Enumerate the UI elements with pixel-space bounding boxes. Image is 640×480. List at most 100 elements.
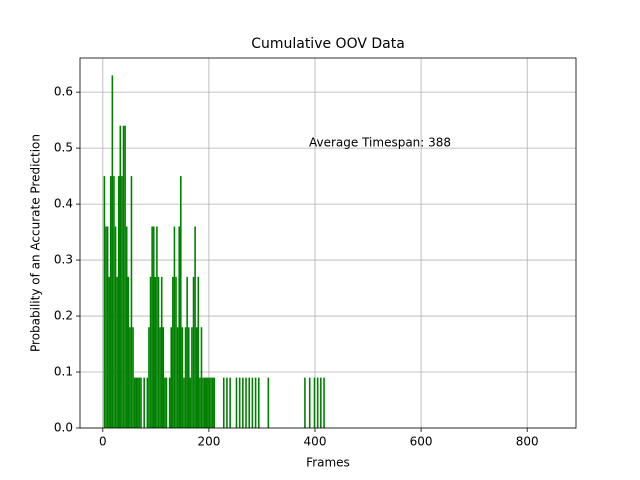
- bar: [184, 327, 187, 428]
- bar: [248, 377, 251, 428]
- bar: [210, 377, 212, 428]
- x-tick-label: 200: [197, 435, 220, 449]
- bar: [197, 276, 200, 428]
- bar: [111, 75, 114, 429]
- y-tick-label: 0.4: [54, 197, 73, 211]
- bar: [194, 226, 196, 428]
- bar: [121, 176, 123, 428]
- bar: [122, 125, 125, 428]
- bar: [148, 327, 150, 428]
- bar: [105, 226, 107, 428]
- bar: [140, 377, 142, 428]
- bar: [138, 377, 141, 428]
- bar: [183, 377, 185, 428]
- bar: [203, 377, 206, 428]
- y-tick-label: 0.5: [54, 141, 73, 155]
- bar: [151, 226, 153, 428]
- y-tick-label: 0.2: [54, 309, 73, 323]
- bar: [181, 327, 184, 428]
- bar: [267, 377, 270, 428]
- bar: [173, 226, 176, 428]
- bar: [130, 176, 133, 428]
- bar: [103, 176, 106, 428]
- bar: [119, 125, 122, 428]
- bar: [156, 226, 158, 428]
- plot-frame: [79, 57, 577, 429]
- bar: [133, 377, 136, 428]
- bar: [168, 377, 171, 428]
- bar: [202, 377, 204, 428]
- bar: [235, 377, 238, 428]
- y-tick-label: 0.3: [54, 253, 73, 267]
- bar: [160, 276, 163, 428]
- bar: [238, 377, 241, 428]
- bar: [154, 276, 157, 428]
- bar: [308, 377, 311, 428]
- bar: [200, 327, 203, 428]
- chart-title: Cumulative OOV Data: [251, 36, 405, 52]
- bar: [316, 377, 319, 428]
- bar: [323, 377, 325, 428]
- y-tick-label: 0.1: [54, 365, 73, 379]
- y-tick-label: 0.6: [54, 85, 73, 99]
- bar: [117, 176, 120, 428]
- bar: [179, 176, 182, 428]
- bar: [109, 176, 112, 428]
- bar: [187, 327, 190, 428]
- bar: [189, 377, 192, 428]
- bar: [108, 276, 110, 428]
- bar: [313, 377, 316, 428]
- bar: [251, 377, 254, 428]
- bar: [127, 276, 130, 428]
- bar: [176, 327, 179, 428]
- bar: [207, 377, 209, 428]
- bar: [191, 327, 193, 428]
- bar: [124, 125, 126, 428]
- bar: [172, 276, 174, 428]
- annotation: Average Timespan: 388: [309, 136, 451, 150]
- bar: [152, 226, 155, 428]
- bar: [211, 377, 214, 428]
- bar: [146, 377, 149, 428]
- bar: [170, 327, 173, 428]
- bar: [257, 377, 260, 428]
- bar: [213, 377, 216, 428]
- bar: [178, 226, 180, 428]
- bar: [164, 377, 166, 428]
- bar: [304, 377, 306, 428]
- bar: [186, 276, 188, 428]
- bar: [114, 226, 117, 428]
- bar: [137, 377, 139, 428]
- bar: [229, 377, 231, 428]
- bar: [162, 327, 165, 428]
- bar: [195, 327, 198, 428]
- bar: [245, 377, 247, 428]
- bar: [129, 327, 131, 428]
- bar: [199, 377, 201, 428]
- bar: [132, 327, 134, 428]
- bar: [222, 377, 225, 428]
- x-axis-label: Frames: [306, 456, 350, 470]
- bar: [242, 377, 244, 428]
- bar: [143, 377, 145, 428]
- bar: [175, 276, 177, 428]
- bar: [157, 276, 160, 428]
- bar: [125, 226, 128, 428]
- bar: [254, 377, 257, 428]
- bar: [205, 377, 208, 428]
- bar: [135, 377, 138, 428]
- bar: [149, 276, 152, 428]
- x-tick-label: 0: [99, 435, 107, 449]
- y-axis-label: Probability of an Accurate Prediction: [29, 134, 43, 352]
- bar: [113, 176, 115, 428]
- x-tick-label: 800: [516, 435, 539, 449]
- bar: [226, 377, 228, 428]
- bar: [208, 377, 211, 428]
- bar: [106, 226, 109, 428]
- bar: [192, 276, 195, 428]
- bar: [116, 276, 118, 428]
- x-tick-label: 600: [410, 435, 433, 449]
- y-tick-label: 0.0: [54, 421, 73, 435]
- bar: [159, 327, 161, 428]
